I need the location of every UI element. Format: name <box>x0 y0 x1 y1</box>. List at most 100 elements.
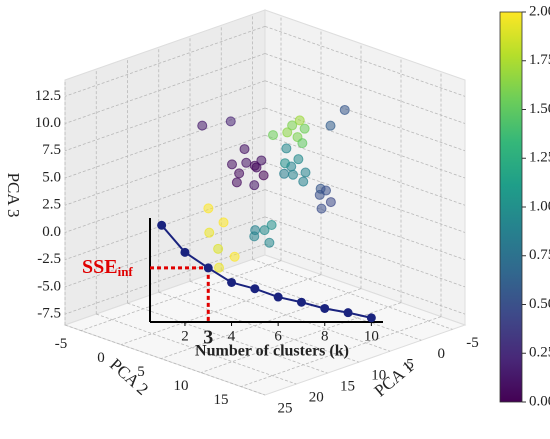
grid-line <box>96 313 297 385</box>
y-tick-label: -5 <box>55 336 68 352</box>
point <box>225 116 236 127</box>
point <box>231 177 242 188</box>
y-tick-label: 5 <box>137 364 145 380</box>
z-tick-label: 2.5 <box>42 197 61 213</box>
point <box>234 168 245 179</box>
grid-line <box>264 243 466 315</box>
sse-label: SSEinf <box>82 256 133 279</box>
point <box>241 157 252 168</box>
grid-line <box>264 80 466 152</box>
colorbar-tick-label: 0.25 <box>529 345 550 361</box>
line-point <box>227 277 237 287</box>
colorbar-tick-label: 1.00 <box>529 198 550 214</box>
z-tick-label: 0.0 <box>42 224 61 240</box>
line-point <box>203 263 213 273</box>
point <box>250 225 261 236</box>
z-tick-label: 12.5 <box>35 88 61 104</box>
point <box>258 170 269 181</box>
x-tick-label: 5 <box>406 357 414 373</box>
point <box>279 168 290 179</box>
point <box>325 120 336 131</box>
x-axis-label: PCA 1 <box>371 357 418 400</box>
grid-line <box>64 80 266 152</box>
grid-line <box>264 53 466 124</box>
z-tick-label: -5.0 <box>37 278 61 294</box>
z-axis-label: PCA 3 <box>4 173 23 218</box>
colorbar <box>499 11 523 403</box>
point <box>227 159 237 170</box>
point <box>264 237 275 248</box>
z-tick-label: 7.5 <box>42 142 61 158</box>
x-tick-label: 25 <box>278 400 293 416</box>
x-tick-label: 15 <box>340 379 355 395</box>
point <box>268 130 278 141</box>
sse-sub: inf <box>118 264 134 279</box>
point <box>213 243 224 254</box>
colorbar-tick-label: 0.75 <box>529 247 550 263</box>
line-point <box>250 284 260 294</box>
point <box>299 123 310 134</box>
grid-line <box>158 291 359 363</box>
grid-line <box>221 269 422 341</box>
point <box>298 176 309 187</box>
point <box>282 127 293 138</box>
line-point <box>343 308 353 318</box>
point <box>287 120 298 131</box>
point <box>249 160 260 171</box>
x-tick-label: 10 <box>371 368 386 384</box>
inset-tick-label: 8 <box>321 328 329 344</box>
grid-line <box>200 302 402 373</box>
z-tick-label: -2.5 <box>37 251 61 267</box>
grid-line <box>64 134 266 206</box>
elbow-label: 3 <box>203 327 213 349</box>
point <box>300 167 311 178</box>
point <box>256 155 267 166</box>
colorbar-tick-label: 0.00 <box>529 393 550 409</box>
grid-line <box>264 134 466 206</box>
grid-line <box>240 316 442 387</box>
colorbar-tick-label: 0.50 <box>529 296 550 312</box>
point <box>316 203 327 214</box>
point <box>297 138 308 149</box>
grid-line <box>64 162 266 233</box>
point <box>204 227 215 238</box>
point <box>339 104 350 115</box>
grid-line <box>64 324 266 396</box>
inset-tick-label: 4 <box>228 328 236 344</box>
grid-line <box>127 302 328 374</box>
colorbar-tick-label: 2.00 <box>529 3 550 19</box>
point <box>321 185 331 196</box>
grid-line <box>64 53 266 124</box>
y-tick-label: 10 <box>174 378 189 394</box>
point <box>266 219 277 230</box>
z-tick-label: 5.0 <box>42 169 61 185</box>
point <box>325 197 336 208</box>
point <box>218 217 229 228</box>
grid-line <box>252 258 453 330</box>
inset-tick-label: 6 <box>274 328 282 344</box>
line-point <box>180 247 190 257</box>
inset-x-label: Number of clusters (k) <box>195 343 349 360</box>
grid-line <box>264 162 466 233</box>
grid-line <box>189 280 391 352</box>
point <box>239 144 250 155</box>
x-tick-label: 20 <box>309 390 324 406</box>
grid-line <box>264 25 466 97</box>
point <box>281 143 292 154</box>
grid-line <box>120 274 322 345</box>
y-tick-label: 0 <box>97 350 105 366</box>
colorbar-tick-label: 1.75 <box>529 52 550 68</box>
x-tick-label: 0 <box>438 346 446 362</box>
point <box>197 120 208 131</box>
inset-tick-label: 2 <box>181 328 189 344</box>
grid-line <box>264 216 466 288</box>
x-tick-label: -5 <box>466 335 479 351</box>
sse-main: SSE <box>82 256 118 278</box>
line-point <box>320 303 330 313</box>
y-tick-label: 15 <box>214 392 229 408</box>
point <box>229 251 240 262</box>
point <box>280 158 290 169</box>
point <box>203 203 214 214</box>
grid-line <box>64 216 266 288</box>
